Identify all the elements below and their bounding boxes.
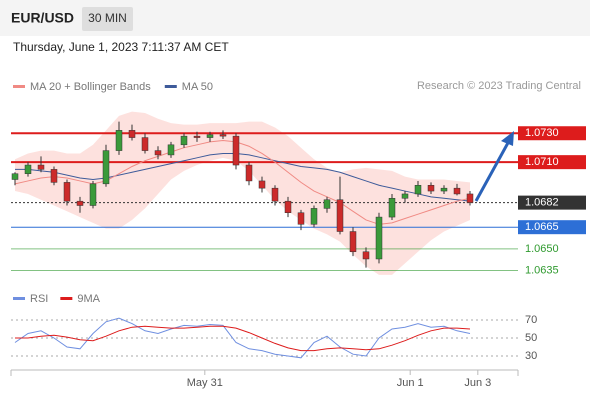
candle-body	[11, 173, 19, 180]
candle-body	[271, 187, 279, 202]
candle-body	[427, 185, 435, 192]
candle-body	[193, 135, 201, 138]
candle-body	[401, 193, 409, 199]
rsi-legend-swatch	[60, 297, 73, 300]
candle-body	[388, 198, 396, 218]
x-tick-label: Jun 3	[464, 377, 491, 389]
candle-body	[440, 187, 448, 192]
rsi-tick-label: 70	[525, 314, 537, 326]
x-tick-label: May 31	[187, 377, 223, 389]
timeframe: 30 MIN	[88, 11, 127, 25]
rsi-legend-label: 9MA	[77, 293, 100, 305]
candle-body	[362, 251, 370, 260]
candle-body	[466, 193, 474, 203]
candle-body	[323, 199, 331, 209]
level-label: 1.0635	[525, 264, 559, 276]
level-box	[518, 155, 586, 170]
level-box	[518, 126, 586, 141]
candle-body	[245, 164, 253, 182]
rsi-tick-label: 50	[525, 332, 537, 344]
candle-body	[76, 200, 84, 206]
candle-body	[37, 164, 45, 170]
rsi-line	[14, 317, 471, 359]
candle-body	[453, 187, 461, 195]
candle-body	[154, 150, 162, 156]
candle-body	[349, 231, 357, 253]
forecast-arrow	[474, 140, 511, 202]
candle-body	[115, 130, 123, 151]
subtitle: Thursday, June 1, 2023 7:11:37 AM CET	[13, 40, 229, 54]
candle-body	[414, 185, 422, 195]
symbol: EUR/USD	[11, 10, 74, 26]
candle-body	[258, 180, 266, 189]
candle-body	[336, 199, 344, 232]
level-label: 1.0650	[525, 243, 559, 255]
candle-body	[50, 169, 58, 183]
level-label: 1.0710	[525, 156, 559, 168]
candle-body	[167, 144, 175, 156]
candle-body	[128, 130, 136, 138]
candle-body	[232, 135, 240, 166]
candle-body	[24, 164, 32, 174]
rsi-legend-swatch	[13, 297, 25, 300]
ma50-line	[15, 152, 471, 202]
candle-body	[375, 216, 383, 260]
legend-label: MA 50	[182, 81, 213, 93]
level-label: 1.0730	[525, 127, 559, 139]
level-box	[518, 195, 586, 210]
legend-label: MA 20 + Bollinger Bands	[30, 81, 151, 93]
credit: Research © 2023 Trading Central	[417, 80, 581, 92]
candle-body	[206, 134, 214, 138]
candle-body	[141, 137, 149, 151]
legend-swatch	[13, 85, 25, 88]
rsi-tick-label: 30	[525, 350, 537, 362]
rsi-legend-label: RSI	[30, 293, 48, 305]
level-label: 1.0665	[525, 221, 559, 233]
candle-body	[102, 150, 110, 185]
level-box	[518, 220, 586, 235]
timeframe-box	[82, 7, 133, 31]
candle-body	[89, 183, 97, 206]
level-label: 1.0682	[525, 197, 559, 209]
candle-body	[63, 182, 71, 202]
candle-body	[219, 134, 227, 137]
candle-body	[297, 212, 305, 225]
legend-swatch	[164, 85, 177, 88]
forecast-arrowhead	[501, 131, 514, 146]
rsi-ma-line	[15, 325, 471, 352]
ma20-line	[14, 139, 471, 225]
x-tick-label: Jun 1	[397, 377, 424, 389]
candle-body	[310, 208, 318, 225]
candle-body	[180, 135, 188, 146]
candle-body	[284, 200, 292, 213]
